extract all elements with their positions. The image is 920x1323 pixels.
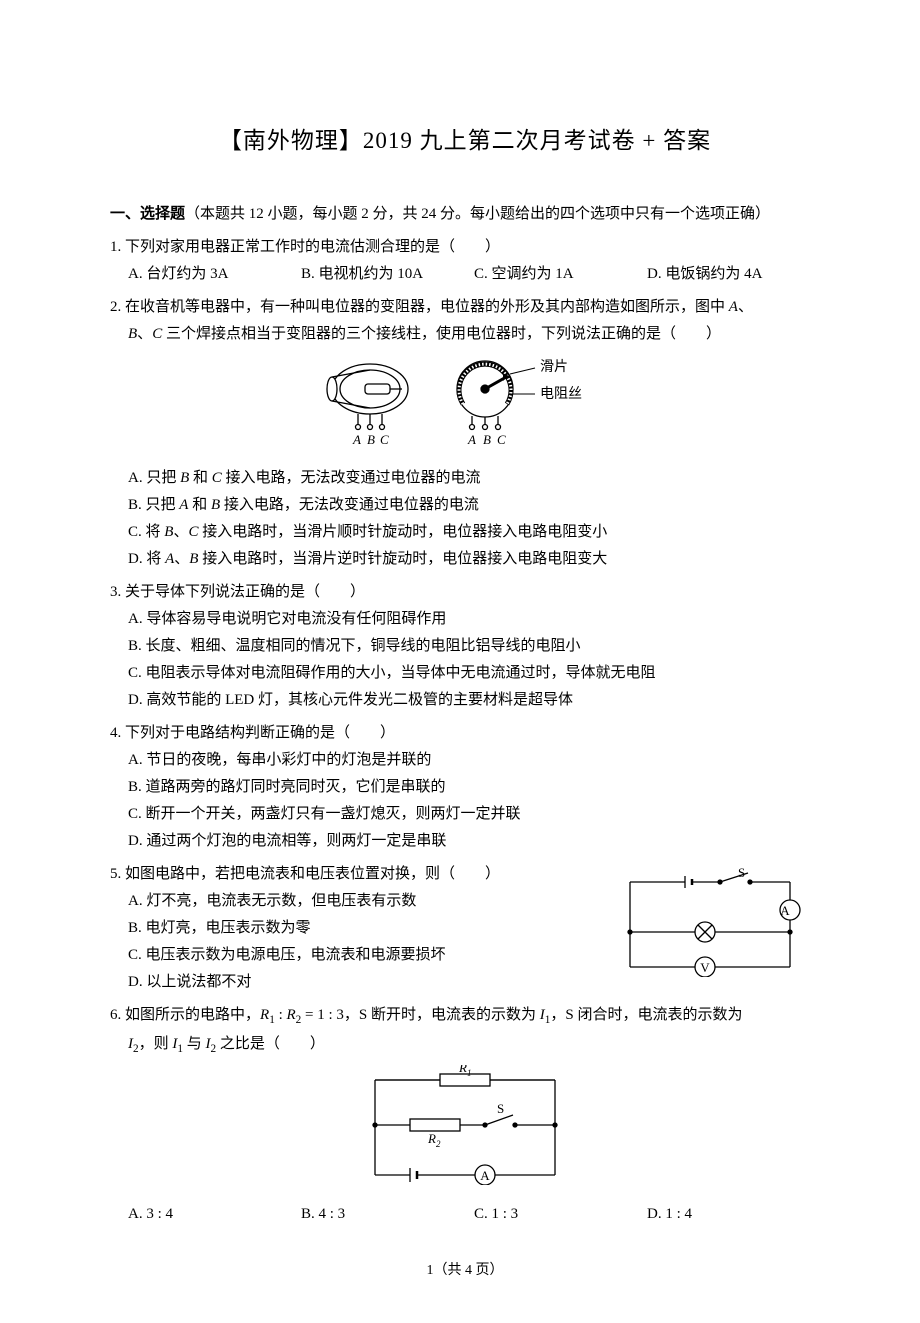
fig-label-A1: A <box>352 432 361 447</box>
circuit-q5: S A V <box>610 867 810 977</box>
q5-opt-b: B. 电灯亮，电压表示数为零 <box>110 915 610 942</box>
fig-label-C1: C <box>380 432 389 447</box>
fig-label-B2: B <box>483 432 491 447</box>
q1-options: A. 台灯约为 3A B. 电视机约为 10A C. 空调约为 1A D. 电饭… <box>110 261 820 288</box>
q2-A1: A <box>729 299 738 315</box>
q2-line1: 2. 在收音机等电器中，有一种叫电位器的变阻器，电位器的外形及其内部构造如图所示… <box>110 294 820 321</box>
q1-opt-a: A. 台灯约为 3A <box>128 261 301 288</box>
q2-l1a: 在收音机等电器中，有一种叫电位器的变阻器，电位器的外形及其内部构造如图所示，图中 <box>125 299 729 315</box>
q5-opt-c: C. 电压表示数为电源电压，电流表和电源要损坏 <box>110 942 610 969</box>
q1-opt-c: C. 空调约为 1A <box>474 261 647 288</box>
q6-line2: I2，则 I1 与 I2 之比是（ ） <box>110 1031 820 1059</box>
q6-l2c: 之比是（ ） <box>216 1036 325 1052</box>
q2-num: 2. <box>110 299 121 315</box>
q2-opt-d: D. 将 A、B 接入电路时，当滑片逆时针旋动时，电位器接入电路电阻变大 <box>110 546 820 573</box>
q1-opt-b: B. 电视机约为 10A <box>301 261 474 288</box>
fig-label-B1: B <box>367 432 375 447</box>
question-1: 1. 下列对家用电器正常工作时的电流估测合理的是（ ） A. 台灯约为 3A B… <box>110 234 820 288</box>
q6-l2b: 与 <box>183 1036 206 1052</box>
q2-C1: C <box>152 326 162 342</box>
section-choice-header: 一、选择题（本题共 12 小题，每小题 2 分，共 24 分。每小题给出的四个选… <box>110 201 820 228</box>
q3-stem: 3. 关于导体下列说法正确的是（ ） <box>110 579 820 606</box>
q6-num: 6. <box>110 1007 121 1023</box>
q2-B1: B <box>128 326 137 342</box>
q6-opt-a: A. 3 : 4 <box>128 1201 301 1228</box>
q4-opt-b: B. 道路两旁的路灯同时亮同时灭，它们是串联的 <box>110 774 820 801</box>
q4-opt-d: D. 通过两个灯泡的电流相等，则两灯一定是串联 <box>110 828 820 855</box>
q4-text: 下列对于电路结构判断正确的是（ ） <box>125 725 395 741</box>
page-footer: 1（共 4 页） <box>110 1258 820 1283</box>
q6-opt-d: D. 1 : 4 <box>647 1201 820 1228</box>
question-2: 2. 在收音机等电器中，有一种叫电位器的变阻器，电位器的外形及其内部构造如图所示… <box>110 294 820 573</box>
q3-num: 3. <box>110 584 121 600</box>
q6-figure: R1 R2 S A <box>110 1065 820 1195</box>
page-title: 【南外物理】2019 九上第二次月考试卷 + 答案 <box>110 120 820 161</box>
q2-l2a: 、 <box>137 326 152 342</box>
q3-opt-c: C. 电阻表示导体对电流阻碍作用的大小，当导体中无电流通过时，导体就无电阻 <box>110 660 820 687</box>
q1-stem: 1. 下列对家用电器正常工作时的电流估测合理的是（ ） <box>110 234 820 261</box>
q6-opt-c: C. 1 : 3 <box>474 1201 647 1228</box>
q2-l1b: 、 <box>738 299 753 315</box>
question-5: 5. 如图电路中，若把电流表和电压表位置对换，则（ ） A. 灯不亮，电流表无示… <box>110 861 820 996</box>
fig-label-A2: A <box>467 432 476 447</box>
q1-num: 1. <box>110 239 121 255</box>
q3-opt-a: A. 导体容易导电说明它对电流没有任何阻碍作用 <box>110 606 820 633</box>
q5-opt-a: A. 灯不亮，电流表无示数，但电压表有示数 <box>110 888 610 915</box>
q6-l1c: ，S 闭合时，电流表的示数为 <box>550 1007 742 1023</box>
q5-figure: S A V <box>610 861 820 987</box>
q2-opt-c: C. 将 B、C 接入电路时，当滑片顺时针旋动时，电位器接入电路电阻变小 <box>110 519 820 546</box>
fig-label-C2: C <box>497 432 506 447</box>
q5-num: 5. <box>110 866 121 882</box>
q1-opt-d: D. 电饭锅约为 4A <box>647 261 820 288</box>
q6-label-R2: R2 <box>427 1131 441 1149</box>
q4-opt-a: A. 节日的夜晚，每串小彩灯中的灯泡是并联的 <box>110 747 820 774</box>
q6-l2a: ，则 <box>139 1036 173 1052</box>
q5-left: 5. 如图电路中，若把电流表和电压表位置对换，则（ ） A. 灯不亮，电流表无示… <box>110 861 610 996</box>
question-4: 4. 下列对于电路结构判断正确的是（ ） A. 节日的夜晚，每串小彩灯中的灯泡是… <box>110 720 820 855</box>
q5-label-V: V <box>700 960 710 975</box>
exam-page: 【南外物理】2019 九上第二次月考试卷 + 答案 一、选择题（本题共 12 小… <box>0 0 920 1323</box>
q4-stem: 4. 下列对于电路结构判断正确的是（ ） <box>110 720 820 747</box>
q6-label-S: S <box>497 1101 504 1116</box>
section-desc: （本题共 12 小题，每小题 2 分，共 24 分。每小题给出的四个选项中只有一… <box>185 206 770 222</box>
q2-l2b: 三个焊接点相当于变阻器的三个接线柱，使用电位器时，下列说法正确的是（ ） <box>162 326 721 342</box>
fig-label-wire: 电阻丝 <box>540 386 582 402</box>
fig-label-slider: 滑片 <box>540 358 568 375</box>
q3-opt-d: D. 高效节能的 LED 灯，其核心元件发光二极管的主要材料是超导体 <box>110 687 820 714</box>
q6-line1: 6. 如图所示的电路中，R1 : R2 = 1 : 3，S 断开时，电流表的示数… <box>110 1002 820 1030</box>
q2-opt-b: B. 只把 A 和 B 接入电路，无法改变通过电位器的电流 <box>110 492 820 519</box>
q6-opt-b: B. 4 : 3 <box>301 1201 474 1228</box>
section-label: 一、选择题 <box>110 206 185 222</box>
circuit-q6: R1 R2 S A <box>355 1065 575 1185</box>
q5-label-A: A <box>780 903 790 918</box>
potentiometer-diagram: A B C <box>310 354 620 449</box>
q5-stem: 5. 如图电路中，若把电流表和电压表位置对换，则（ ） <box>110 861 610 888</box>
question-3: 3. 关于导体下列说法正确的是（ ） A. 导体容易导电说明它对电流没有任何阻碍… <box>110 579 820 714</box>
q2-line2: B、C 三个焊接点相当于变阻器的三个接线柱，使用电位器时，下列说法正确的是（ ） <box>110 321 820 348</box>
question-6: 6. 如图所示的电路中，R1 : R2 = 1 : 3，S 断开时，电流表的示数… <box>110 1002 820 1228</box>
q1-text: 下列对家用电器正常工作时的电流估测合理的是（ ） <box>125 239 500 255</box>
q6-l1b: = 1 : 3，S 断开时，电流表的示数为 <box>301 1007 539 1023</box>
q3-opt-b: B. 长度、粗细、温度相同的情况下，铜导线的电阻比铝导线的电阻小 <box>110 633 820 660</box>
q5-text: 如图电路中，若把电流表和电压表位置对换，则（ ） <box>125 866 500 882</box>
q6-label-A: A <box>480 1168 490 1183</box>
q5-opt-d: D. 以上说法都不对 <box>110 969 610 996</box>
q2-opt-a: A. 只把 B 和 C 接入电路，无法改变通过电位器的电流 <box>110 465 820 492</box>
q6-l1a: 如图所示的电路中， <box>125 1007 260 1023</box>
q6-options: A. 3 : 4 B. 4 : 3 C. 1 : 3 D. 1 : 4 <box>110 1201 820 1228</box>
q4-num: 4. <box>110 725 121 741</box>
q4-opt-c: C. 断开一个开关，两盏灯只有一盏灯熄灭，则两灯一定并联 <box>110 801 820 828</box>
q2-figure: A B C <box>110 354 820 459</box>
q5-label-S: S <box>738 867 745 880</box>
q3-text: 关于导体下列说法正确的是（ ） <box>125 584 365 600</box>
